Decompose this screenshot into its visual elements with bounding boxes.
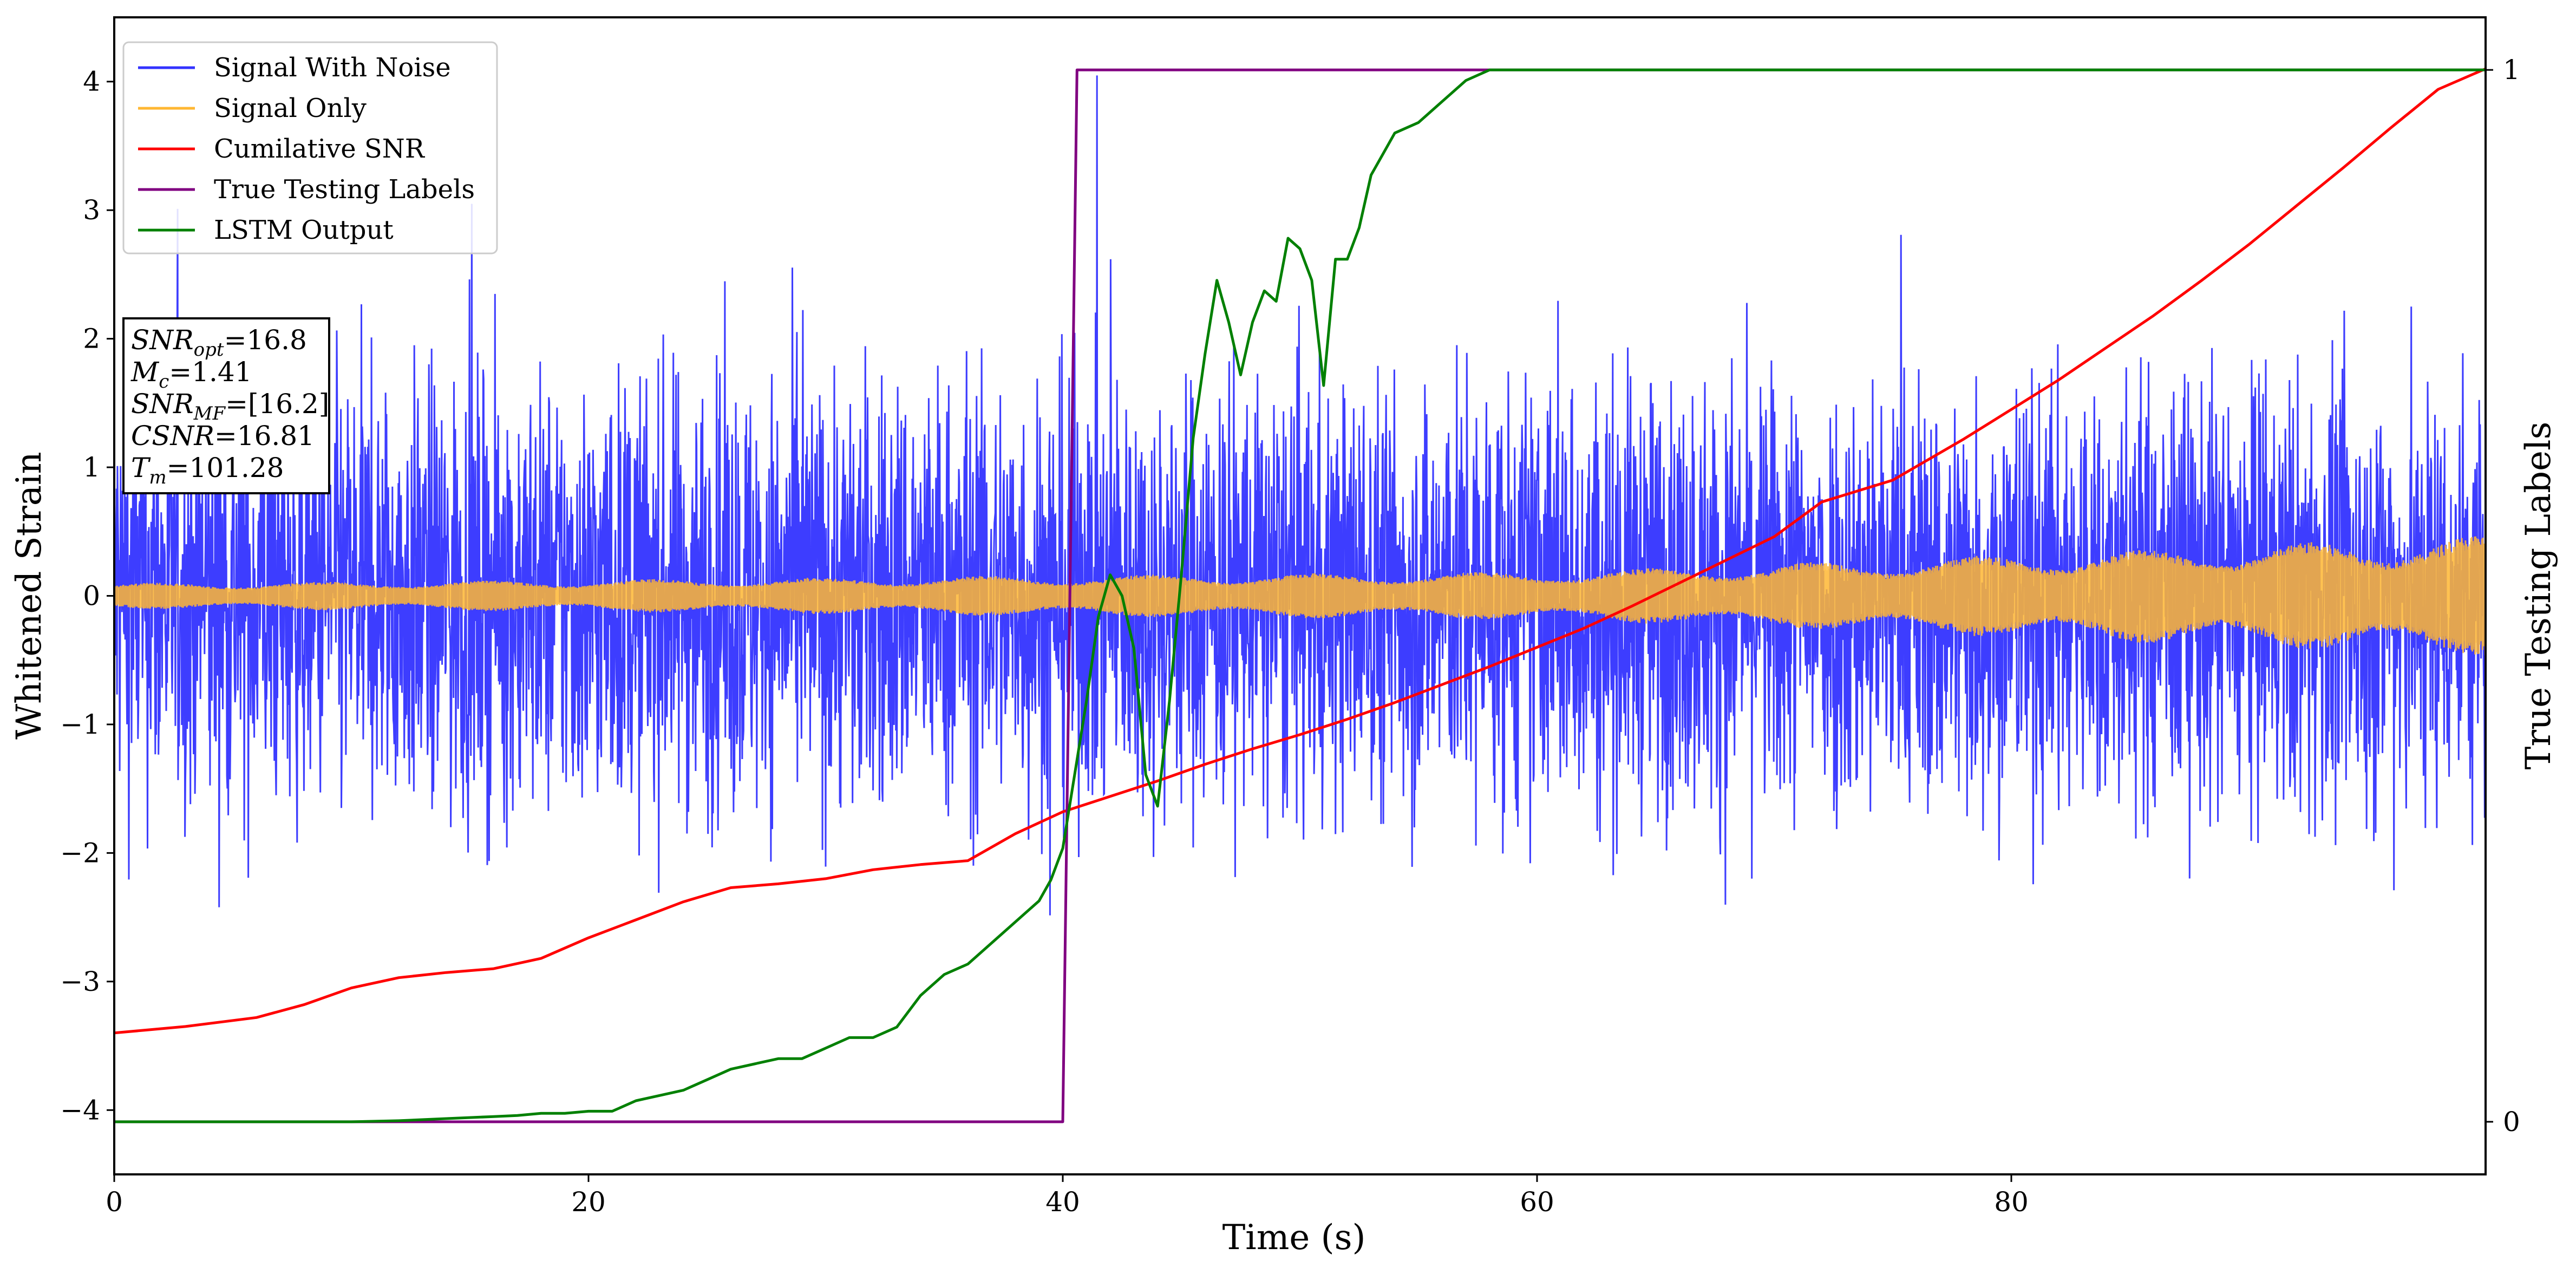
annotation-line: SNRopt=16.8	[131, 324, 307, 361]
y-tick-label: −2	[60, 837, 100, 868]
right-y-axis-title: True Testing Labels	[2519, 422, 2559, 770]
x-tick-label: 80	[1994, 1186, 2029, 1218]
series-cumulative-snr	[114, 67, 2486, 1035]
x-tick-label: 0	[106, 1186, 123, 1218]
y-tick-label: −1	[60, 709, 100, 740]
legend-label: True Testing Labels	[214, 174, 475, 205]
series-signal-only	[114, 536, 2486, 656]
parameter-annotation: SNRopt=16.8Mc=1.41SNRMF=[16.2]CSNR=16.81…	[122, 317, 330, 494]
legend-box	[122, 41, 498, 254]
y-tick-label: 1	[83, 452, 100, 483]
x-tick-label: 60	[1520, 1186, 1554, 1218]
x-tick-label: 40	[1045, 1186, 1080, 1218]
annotation-line: SNRMF=[16.2]	[131, 388, 329, 424]
legend-label: Cumilative SNR	[214, 134, 426, 164]
annotation-box	[122, 317, 330, 494]
y-tick-label: 2	[83, 323, 100, 355]
plot-area	[113, 16, 2487, 1175]
y-tick-label: −4	[60, 1094, 100, 1126]
series-lstm-output	[114, 68, 2486, 1123]
y-tick-label: −3	[60, 966, 100, 997]
legend-label: Signal Only	[214, 93, 367, 123]
legend-label: Signal With Noise	[214, 53, 451, 83]
right-y-tick-label: 0	[2503, 1106, 2520, 1138]
legend-label: LSTM Output	[214, 215, 394, 245]
series-signal-with-noise	[114, 75, 2486, 916]
x-axis-title: Time (s)	[1222, 1218, 1366, 1258]
legend: Signal With Noise Signal Only Cumilative S…	[122, 41, 498, 254]
annotation-line: Mc=1.41	[130, 356, 252, 393]
annotation-line: Tm=101.28	[131, 452, 284, 488]
y-tick-label: 0	[83, 580, 100, 612]
series-layer	[114, 67, 2486, 1123]
y-axis-title: Whitened Strain	[9, 452, 49, 739]
x-tick-label: 20	[571, 1186, 606, 1218]
annotation-line: CSNR=16.81	[131, 420, 315, 452]
y-tick-label: 4	[83, 66, 100, 97]
y-tick-label: 3	[83, 194, 100, 226]
right-y-tick-label: 1	[2503, 54, 2520, 86]
